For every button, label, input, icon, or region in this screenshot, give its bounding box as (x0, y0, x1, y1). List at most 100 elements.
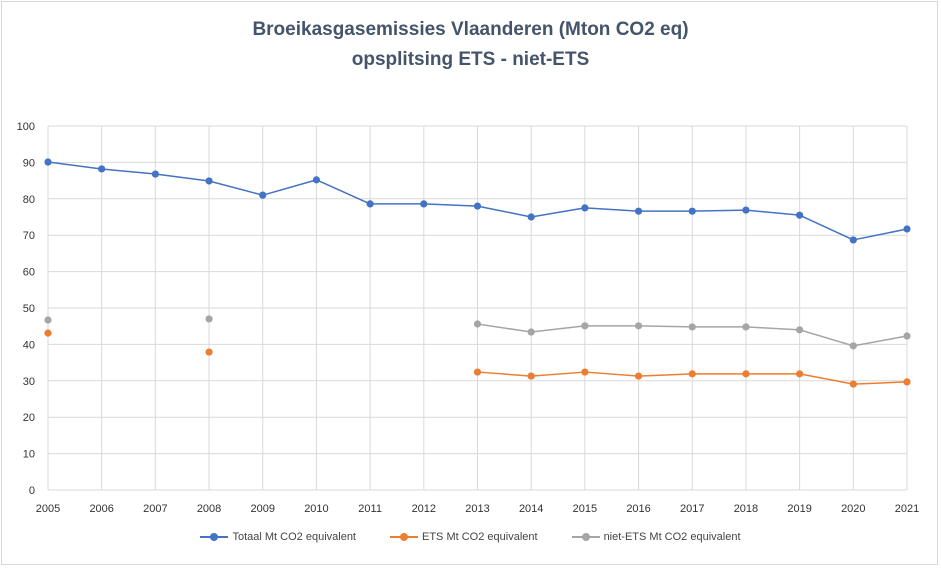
series-line-segment (799, 373, 854, 385)
series-line-segment (692, 209, 746, 212)
data-point (312, 176, 321, 184)
data-point (903, 332, 911, 340)
series-line-segment (799, 214, 854, 241)
data-point (527, 213, 535, 221)
data-point (98, 165, 106, 173)
x-tick-label: 2014 (519, 503, 543, 515)
y-tick-label: 50 (23, 303, 35, 315)
x-tick-label: 2011 (358, 503, 382, 515)
x-tick-label: 2021 (895, 503, 919, 515)
data-point (634, 207, 643, 215)
series-line-segment (208, 180, 263, 196)
x-tick-label: 2013 (465, 503, 489, 515)
series-line-segment (477, 323, 532, 333)
y-tick-label: 90 (23, 157, 35, 169)
series-line-segment (584, 371, 639, 377)
series-line-segment (745, 326, 800, 331)
x-tick-label: 2020 (841, 503, 865, 515)
series-line-segment (853, 335, 908, 347)
data-point (205, 315, 213, 323)
data-point (688, 370, 696, 378)
legend-label: ETS Mt CO2 equivalent (422, 531, 538, 543)
x-tick-label: 2010 (304, 503, 328, 515)
x-tick-label: 2018 (734, 503, 758, 515)
series-line-segment (638, 325, 693, 328)
y-tick-label: 20 (23, 412, 35, 424)
data-point (742, 323, 750, 331)
series-line-segment (316, 179, 371, 205)
x-tick-label: 2007 (143, 503, 167, 515)
series-line-segment (531, 207, 586, 218)
series-line-segment (745, 209, 800, 216)
series-line-segment (638, 373, 693, 377)
data-point (366, 200, 374, 208)
data-point (44, 158, 52, 166)
data-point (205, 177, 213, 185)
data-point (473, 368, 482, 376)
series-line-segment (799, 329, 854, 347)
data-point (581, 204, 589, 212)
data-point (849, 236, 857, 244)
x-tick-label: 2012 (412, 503, 436, 515)
data-point (742, 206, 750, 214)
x-tick-label: 2016 (626, 503, 650, 515)
y-tick-label: 0 (29, 485, 35, 497)
data-point (796, 370, 804, 378)
series-line-segment (584, 207, 639, 212)
x-tick-label: 2019 (787, 503, 811, 515)
y-tick-label: 40 (23, 339, 35, 351)
legend-item: niet-ETS Mt CO2 equivalent (571, 531, 741, 543)
x-tick-label: 2006 (89, 503, 113, 515)
legend-item: Totaal Mt CO2 equivalent (200, 531, 356, 543)
data-point (634, 322, 643, 330)
data-point (205, 348, 213, 356)
series-line-segment (477, 205, 532, 218)
legend-marker-icon (200, 532, 229, 542)
series-line-segment (853, 228, 908, 241)
data-point (903, 225, 911, 233)
series-line-segment (531, 371, 585, 377)
legend: Totaal Mt CO2 equivalent ETS Mt CO2 equiv… (0, 531, 941, 543)
legend-marker-icon (571, 532, 600, 542)
series-line-segment (101, 168, 156, 175)
data-point (688, 207, 696, 215)
x-tick-label: 2008 (197, 503, 221, 515)
data-point (849, 380, 857, 388)
y-tick-label: 70 (23, 230, 35, 242)
series-line-segment (155, 173, 210, 182)
x-tick-label: 2005 (36, 503, 60, 515)
y-tick-label: 30 (23, 376, 35, 388)
data-point (849, 342, 857, 350)
y-tick-label: 10 (23, 449, 35, 461)
chart-title: Broeikasgasemissies Vlaanderen (Mton CO2… (252, 19, 689, 40)
y-tick-label: 80 (23, 194, 35, 206)
data-point (581, 368, 589, 376)
data-point (473, 202, 482, 210)
x-tick-label: 2009 (251, 503, 275, 515)
data-point (44, 316, 52, 324)
series-line-segment (262, 179, 317, 196)
series-line-segment (477, 371, 532, 377)
series-line-segment (423, 203, 478, 207)
data-point (796, 211, 804, 219)
data-point (527, 372, 535, 380)
legend-item: ETS Mt CO2 equivalent (390, 531, 538, 543)
chart-subtitle: opsplitsing ETS - niet-ETS (351, 49, 590, 70)
y-tick-label: 100 (17, 121, 35, 133)
data-point (634, 372, 643, 380)
data-point (527, 328, 535, 336)
legend-label: niet-ETS Mt CO2 equivalent (603, 531, 741, 543)
y-tick-label: 60 (23, 267, 35, 279)
x-tick-label: 2015 (573, 503, 597, 515)
data-point (420, 200, 428, 208)
data-point (44, 329, 52, 337)
legend-marker-icon (390, 532, 418, 542)
data-point (688, 323, 696, 331)
data-point (473, 320, 482, 328)
data-point (259, 191, 267, 199)
series-line-segment (47, 161, 102, 170)
x-tick-label: 2017 (680, 503, 704, 515)
series-line-segment (853, 381, 908, 385)
